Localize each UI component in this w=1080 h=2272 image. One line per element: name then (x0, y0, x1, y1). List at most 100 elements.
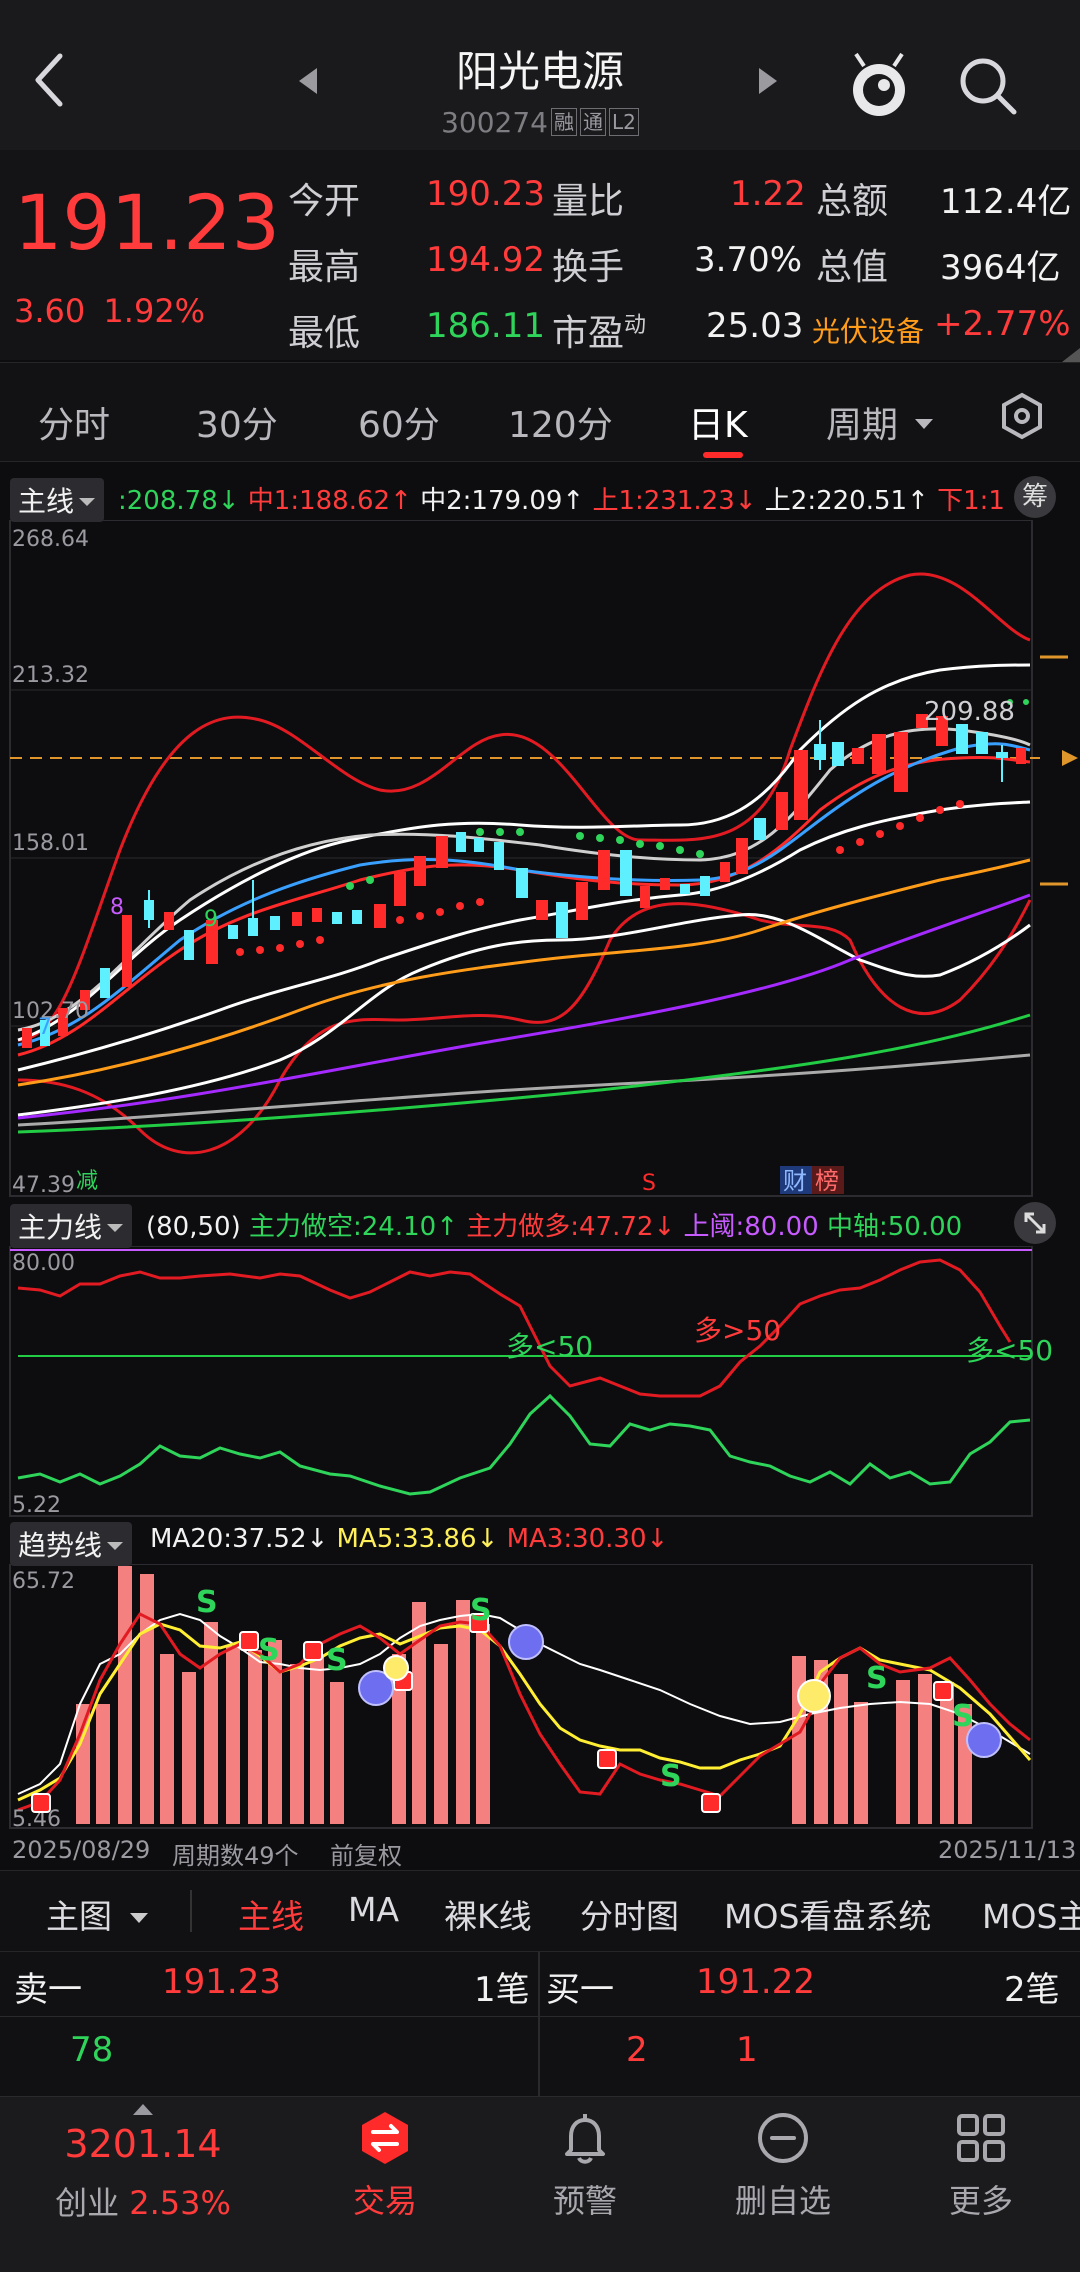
buy1-count: 2笔 (1004, 1970, 1060, 2010)
mark-cai: 财 (783, 1167, 807, 1195)
toolbar-timeshare[interactable]: 分时图 (580, 1897, 679, 1936)
svg-text:S: S (470, 1593, 492, 1628)
chips-button[interactable]: 筹 (1014, 476, 1056, 518)
count-mark-8: 8 (110, 895, 124, 920)
toolbar-ma[interactable]: MA (348, 1890, 400, 1929)
ind-value-4: 上2:220.51↑ (764, 486, 929, 516)
ind-value-0: :208.78↓ (118, 486, 240, 516)
pe-label: 市盈动 (552, 313, 647, 354)
toolbar-zhuxian[interactable]: 主线 (238, 1897, 304, 1936)
mascot-button[interactable] (846, 50, 912, 124)
last-price: 191.23 (14, 178, 280, 267)
index-summary[interactable]: 创业 2.53% (0, 2178, 286, 2224)
nav-alert-label[interactable]: 预警 (552, 2182, 617, 2220)
mark-s: S (642, 1171, 656, 1196)
nav-alert[interactable] (510, 2110, 660, 2170)
panel2-short: 主力做空:24.10↑ (249, 1212, 458, 1242)
panel2-params: (80,50) (146, 1212, 241, 1242)
tab-60min[interactable]: 60分 (358, 405, 440, 446)
panel2-long: 主力做多:47.72↓ (466, 1212, 676, 1242)
search-button[interactable] (956, 54, 1020, 122)
ind-value-1: 中1:188.62↑ (247, 486, 412, 516)
y-label-top: 268.64 (12, 527, 89, 552)
settings-button[interactable] (998, 392, 1046, 444)
index-value[interactable]: 3201.14 (64, 2122, 222, 2166)
panel3-ma20: MA20:37.52↓ (150, 1524, 329, 1554)
orderbook (0, 1952, 1080, 2096)
caret-down-icon (107, 1542, 124, 1550)
buy1-volume-2: 1 (736, 2030, 758, 2070)
caret-down-icon (129, 1913, 148, 1923)
low-value: 186.11 (426, 306, 545, 346)
tab-daily-k[interactable]: 日K (688, 405, 748, 446)
ind-value-2: 中2:179.09↑ (420, 486, 585, 516)
index-name: 创业 (55, 2184, 120, 2222)
peak-label: 209.88 (924, 697, 1015, 727)
axis-start-date: 2025/08/29 (12, 1836, 151, 1864)
change-percent: 1.92% (103, 292, 206, 330)
nav-remove-label[interactable]: 删自选 (734, 2182, 831, 2220)
trend-chart[interactable]: 65.72 5.46 S S S S S S S (0, 1564, 1080, 1830)
turnover-label: 换手 (552, 247, 625, 288)
ind-value-5: 下1:1 (937, 486, 1005, 516)
panel2-selector[interactable]: 主力线 (10, 1204, 133, 1248)
amount-value: 112.4亿 (940, 182, 1072, 222)
sector-link[interactable]: 光伏设备 (812, 315, 925, 348)
nav-remove-watchlist[interactable] (708, 2110, 858, 2170)
y-label-4: 102.70 (12, 999, 89, 1024)
main-force-chart[interactable]: 80.00 5.22 多<50 多>50 多<50 (0, 1246, 1080, 1518)
high-value: 194.92 (426, 240, 545, 280)
y-label-bottom: 47.39 (12, 1173, 75, 1198)
corner-triangle-icon (1062, 348, 1080, 362)
signal-markers: S S S S S S S (31, 1585, 1002, 1813)
tab-period[interactable]: 周期 (826, 396, 935, 448)
nav-trade-label[interactable]: 交易 (352, 2182, 417, 2220)
mark-jian: 减 (76, 1169, 98, 1194)
tab-120min[interactable]: 120分 (508, 405, 613, 446)
tag-rong: 融 (551, 108, 577, 136)
high-label: 最高 (288, 247, 361, 288)
active-tab-indicator (703, 452, 743, 458)
p2-y-bottom: 5.22 (12, 1493, 61, 1518)
mcap-label: 总值 (816, 247, 889, 288)
caret-down-icon (107, 1224, 124, 1232)
orderbook-divider (538, 1952, 540, 2096)
main-kline-chart[interactable]: 268.64 213.32 158.01 102.70 47.39 209.88… (0, 520, 1080, 1200)
prev-stock-button[interactable] (295, 66, 321, 100)
svg-text:S: S (866, 1661, 888, 1696)
caret-down-icon (79, 498, 96, 506)
panel3-selector[interactable]: 趋势线 (10, 1522, 133, 1566)
buy1-volume-1: 2 (626, 2030, 648, 2070)
next-stock-button[interactable] (755, 66, 781, 100)
expand-button[interactable] (1014, 1202, 1056, 1244)
svg-text:S: S (258, 1633, 280, 1668)
back-button[interactable] (30, 50, 90, 120)
hexagon-settings-icon (1002, 392, 1042, 440)
red-dot-markers (236, 800, 964, 956)
remove-circle-icon (758, 2113, 808, 2163)
bottom-nav (0, 2096, 1080, 2272)
sector-percent: +2.77% (934, 304, 1071, 344)
period-count: 周期数49个 (172, 1842, 299, 1870)
stock-code-row: 300274 融通 L2 (0, 106, 1080, 139)
main-indicator-selector[interactable]: 主线 (10, 478, 105, 522)
trade-icon (362, 2112, 408, 2164)
main-indicator-values: :208.78↓ 中1:188.62↑ 中2:179.09↑ 上1:231.23… (118, 480, 1005, 517)
tab-timeshare[interactable]: 分时 (38, 405, 111, 446)
main-chart-dropdown[interactable]: 主图 (46, 1890, 149, 1938)
open-label: 今开 (288, 181, 361, 222)
caret-up-icon (133, 2104, 153, 2115)
nav-more[interactable] (906, 2110, 1056, 2170)
toolbar-naked-k[interactable]: 裸K线 (444, 1897, 532, 1936)
buy1-label: 买一 (546, 1970, 614, 2010)
adjust-mode[interactable]: 前复权 (330, 1842, 402, 1870)
panel2-upper: 上阈:80.00 (683, 1212, 819, 1242)
toolbar-mos-main[interactable]: MOS主 (982, 1897, 1080, 1936)
nav-more-label[interactable]: 更多 (948, 2182, 1013, 2220)
index-percent: 2.53% (129, 2184, 231, 2222)
nav-trade[interactable] (310, 2110, 460, 2170)
toolbar-mos-system[interactable]: MOS看盘系统 (724, 1897, 932, 1936)
change-value: 3.60 (14, 292, 86, 330)
tab-30min[interactable]: 30分 (196, 405, 278, 446)
search-icon (960, 58, 1017, 115)
